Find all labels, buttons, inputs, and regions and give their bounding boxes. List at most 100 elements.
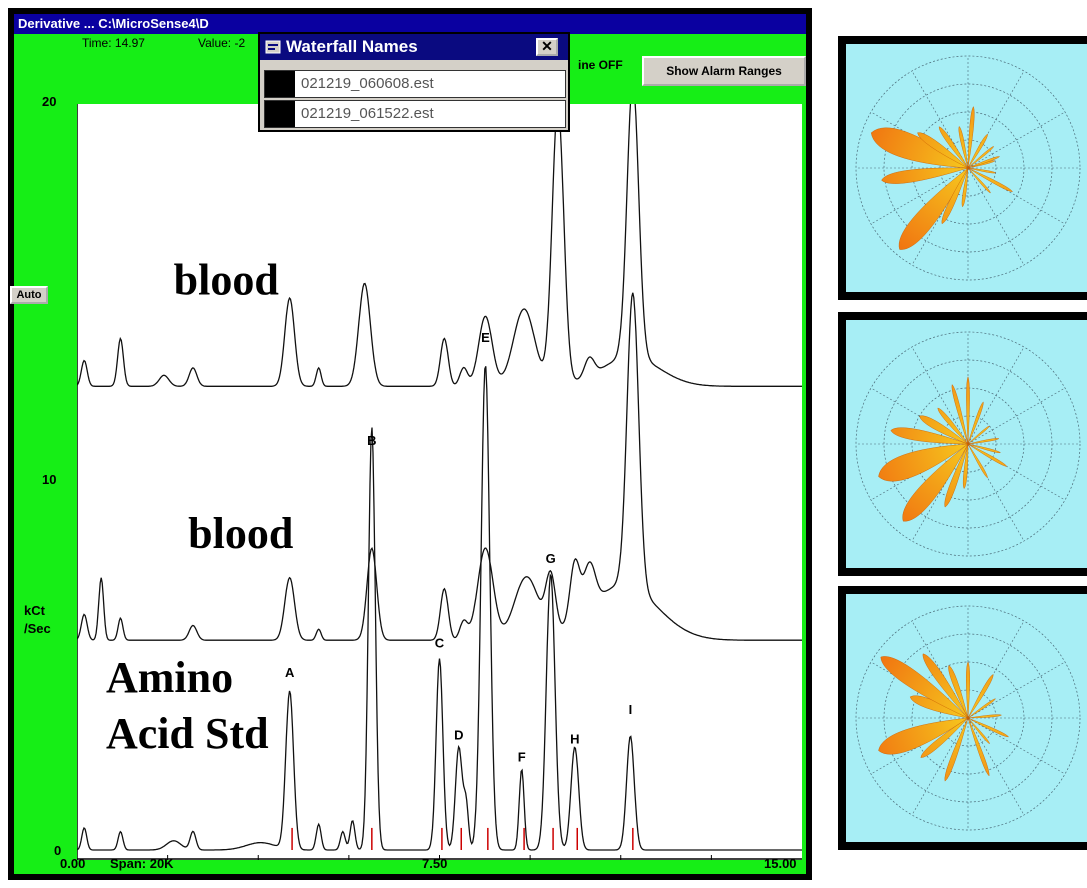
dialog-window-icon (265, 40, 281, 54)
polar-petal (967, 133, 988, 169)
trace-color-swatch (265, 71, 295, 97)
y-axis-label: kCt /Sec (24, 603, 51, 636)
polar-plot-svg (855, 605, 1081, 831)
polar-plot-2 (838, 312, 1087, 576)
peak-label: D (454, 728, 463, 743)
trace-color-swatch (265, 101, 295, 127)
polar-spoke (967, 620, 1025, 719)
polar-petal (922, 653, 969, 719)
polar-spoke (967, 167, 1066, 225)
ytick-label: 0 (54, 843, 62, 858)
span-label: Span: 20K (110, 856, 174, 871)
polar-spoke (967, 346, 1025, 445)
polar-petal (944, 717, 969, 782)
baseline-readout: ine OFF (578, 58, 623, 72)
polar-petal (962, 443, 969, 489)
ytick-label: 20 (42, 94, 57, 109)
polar-petal (917, 132, 969, 169)
polar-ring (855, 605, 1081, 831)
peak-label: E (481, 330, 490, 345)
polar-petal (967, 717, 1009, 738)
polar-petal (967, 443, 1008, 467)
polar-spoke (967, 717, 1066, 775)
peak-label: G (546, 551, 556, 566)
xtick-label: 0.00 (60, 856, 86, 871)
polar-petal (967, 167, 991, 194)
polar-spoke (911, 167, 969, 266)
polar-petal (967, 443, 988, 479)
polar-petal (944, 443, 969, 508)
polar-petal (967, 146, 994, 169)
polar-petal (890, 427, 969, 445)
polar-petal (948, 665, 969, 719)
polar-spoke (967, 717, 1025, 816)
polar-spoke (967, 443, 1025, 542)
peak-label: B (367, 433, 376, 448)
polar-petal (967, 167, 996, 174)
polar-petal (966, 661, 970, 719)
auto-button[interactable]: Auto (10, 286, 48, 304)
polar-petal (967, 443, 1001, 454)
polar-spoke (911, 620, 969, 719)
series-line-1 (77, 104, 802, 387)
trace-label: blood (174, 255, 279, 304)
list-item[interactable]: 021219_060608.est (264, 70, 566, 98)
polar-spoke (967, 70, 1025, 169)
polar-spoke (967, 387, 1066, 445)
derivative-window: Derivative ... C:\MicroSense4\D Time: 14… (8, 8, 812, 880)
polar-petal (967, 698, 996, 719)
polar-spoke (911, 717, 969, 816)
series-line-2 (77, 292, 802, 641)
polar-petal (967, 717, 990, 777)
polar-petal (878, 443, 969, 482)
peak-label: I (629, 702, 633, 717)
polar-petal (880, 656, 969, 719)
polar-petal (967, 156, 1000, 169)
series-line-3 (77, 366, 802, 851)
value-readout: Value: -2 (198, 36, 246, 50)
show-alarm-ranges-button[interactable]: Show Alarm Ranges (642, 56, 806, 86)
polar-petal (881, 167, 969, 184)
polar-petal (967, 425, 990, 445)
polar-petal (967, 674, 994, 719)
polar-plot-3 (838, 586, 1087, 850)
polar-petal (966, 376, 970, 445)
polar-petal (967, 438, 1000, 445)
window-title-bar[interactable]: Derivative ... C:\MicroSense4\D (14, 14, 806, 34)
polar-plot-1 (838, 36, 1087, 300)
polar-petal (967, 717, 990, 744)
peak-label: H (570, 731, 579, 746)
polar-petal (967, 106, 975, 169)
trace-label: blood (188, 509, 293, 558)
polar-spoke (870, 167, 969, 225)
trace-label: Amino Acid Std (106, 653, 269, 758)
polar-spoke (967, 167, 1025, 266)
window-title: Derivative ... C:\MicroSense4\D (18, 16, 209, 31)
polar-petal (937, 407, 969, 445)
polar-petal (878, 717, 969, 755)
list-item[interactable]: 021219_061522.est (264, 100, 566, 128)
polar-petal (961, 167, 969, 208)
polar-petal (958, 126, 969, 169)
polar-petal (898, 167, 969, 250)
polar-spoke (911, 70, 969, 169)
file-name: 021219_060608.est (301, 75, 434, 92)
polar-ring (855, 55, 1081, 281)
waterfall-names-dialog: Waterfall Names ✕ 021219_060608.est 0212… (258, 32, 570, 132)
polar-petal (967, 401, 984, 445)
polar-petal (967, 167, 1013, 192)
polar-plot-svg (855, 331, 1081, 557)
polar-petal (919, 415, 969, 445)
polar-spoke (911, 443, 969, 542)
dialog-title-bar[interactable]: Waterfall Names ✕ (260, 34, 568, 60)
time-readout: Time: 14.97 (82, 36, 145, 50)
polar-spoke (967, 443, 1066, 501)
green-frame: Derivative ... C:\MicroSense4\D Time: 14… (10, 14, 806, 874)
dialog-title: Waterfall Names (286, 37, 418, 56)
close-icon[interactable]: ✕ (536, 38, 558, 56)
file-name: 021219_061522.est (301, 105, 434, 122)
ytick-label: 10 (42, 472, 57, 487)
polar-petal (967, 714, 1002, 719)
